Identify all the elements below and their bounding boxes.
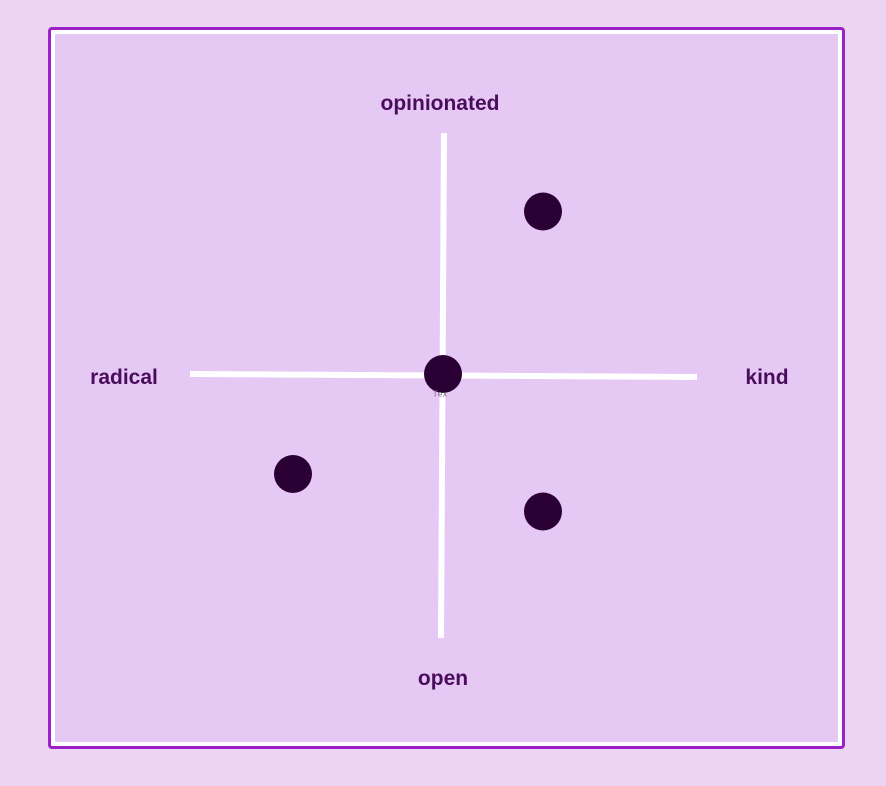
token-lower-right[interactable] [524,492,562,531]
axis-label-bottom: open [417,667,469,690]
token-layer [274,192,562,531]
axis-label-left: radical [90,366,158,389]
center-token[interactable] [424,355,462,393]
token-upper-right[interactable] [524,192,562,231]
axis-label-top: opinionated [380,92,500,115]
center-token-label: Tex [432,389,448,399]
token-lower-left[interactable] [274,455,312,493]
axis-label-right: kind [745,366,789,389]
